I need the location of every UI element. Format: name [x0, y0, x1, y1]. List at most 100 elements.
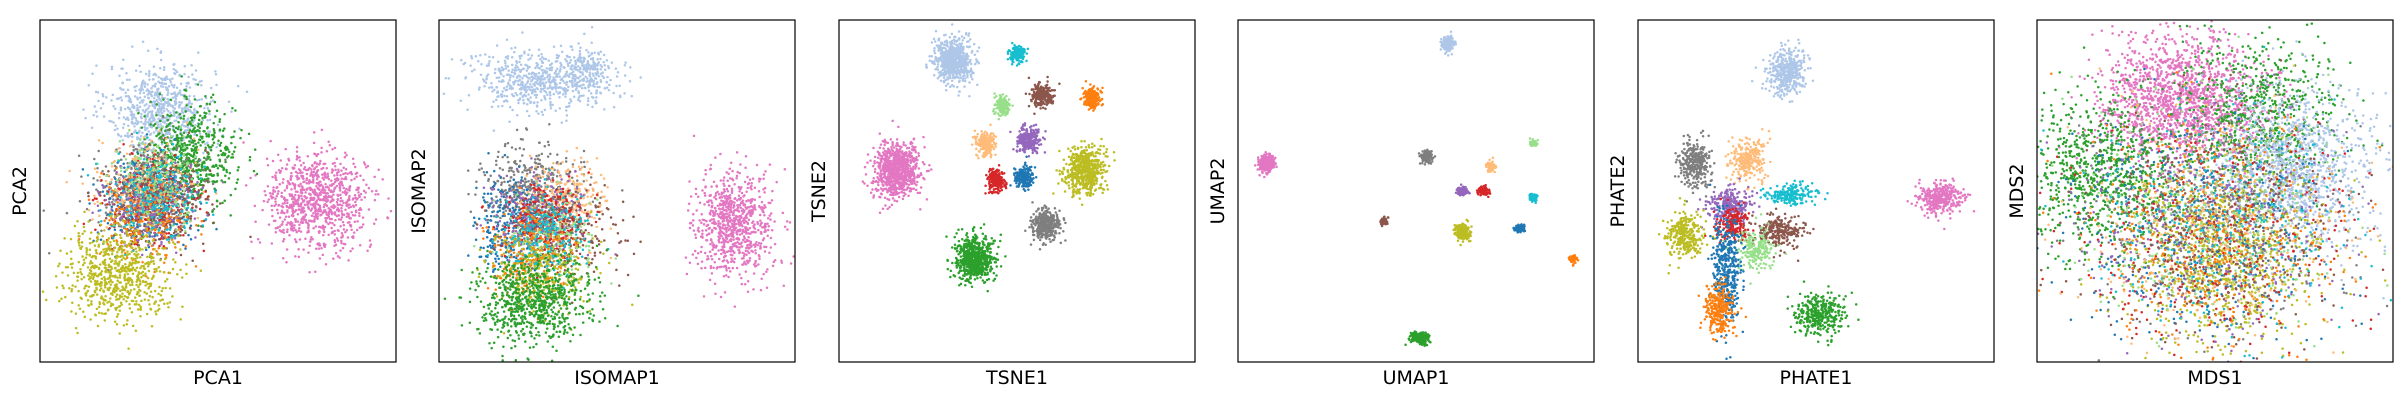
scatter-point [181, 162, 184, 165]
scatter-point [123, 166, 126, 169]
scatter-point [175, 119, 178, 122]
scatter-point [152, 149, 155, 153]
scatter-point [135, 280, 138, 284]
scatter-point [187, 117, 190, 120]
scatter-point [101, 95, 105, 98]
scatter-point [188, 159, 192, 162]
scatter-point [74, 285, 77, 288]
scatter-point [116, 250, 119, 254]
scatter-point [346, 200, 349, 203]
scatter-point [146, 244, 150, 247]
scatter-point [128, 307, 132, 310]
scatter-point [173, 242, 177, 246]
scatter-point [270, 208, 274, 212]
scatter-point [340, 241, 343, 245]
scatter-point [157, 304, 160, 307]
scatter-point [188, 220, 192, 223]
scatter-point [108, 276, 112, 279]
scatter-point [163, 146, 167, 149]
scatter-point [369, 243, 373, 246]
scatter-point [184, 184, 187, 187]
scatter-point [109, 278, 113, 282]
scatter-point [167, 306, 170, 309]
scatter-point [362, 189, 366, 193]
scatter-point [156, 252, 160, 255]
scatter-point [126, 165, 130, 169]
scatter-point [134, 247, 137, 250]
scatter-point [251, 256, 254, 260]
scatter-point [146, 178, 150, 182]
scatter-point [307, 224, 310, 227]
scatter-point [102, 302, 105, 305]
scatter-point [132, 187, 136, 191]
scatter-point [163, 179, 166, 182]
scatter-point [191, 116, 194, 119]
scatter-point [131, 272, 135, 275]
scatter-point [161, 151, 165, 154]
scatter-point [171, 187, 174, 190]
scatter-point [123, 278, 127, 282]
scatter-point [66, 265, 70, 269]
scatter-point [165, 199, 169, 203]
scatter-point [100, 172, 103, 175]
scatter-point [42, 209, 45, 212]
scatter-point [209, 148, 213, 152]
scatter-point [115, 239, 118, 242]
scatter-point [163, 164, 167, 168]
scatter-point [193, 113, 196, 117]
scatter-point [340, 169, 343, 172]
scatter-point [150, 141, 153, 145]
scatter-point [197, 122, 201, 126]
scatter-point [130, 310, 134, 314]
scatter-point [194, 265, 198, 268]
scatter-point [216, 167, 220, 170]
scatter-point [108, 226, 111, 230]
scatter-point [78, 307, 82, 310]
scatter-point [133, 238, 137, 241]
scatter-point [157, 125, 160, 128]
scatter-point [88, 237, 92, 241]
scatter-point [41, 290, 45, 293]
scatter-point [126, 178, 130, 182]
scatter-point [110, 190, 113, 193]
scatter-point [176, 161, 180, 164]
scatter-point [211, 182, 215, 186]
scatter-point [166, 77, 169, 81]
scatter-point [89, 276, 93, 280]
scatter-point [204, 148, 207, 152]
scatter-point [104, 216, 108, 220]
scatter-point [183, 94, 186, 98]
scatter-point [141, 211, 144, 214]
scatter-point [146, 255, 149, 259]
scatter-point [182, 153, 186, 157]
scatter-point [186, 146, 189, 150]
scatter-point [97, 139, 101, 142]
scatter-point [157, 96, 160, 99]
scatter-point [99, 238, 103, 242]
scatter-point [236, 84, 240, 88]
scatter-point [181, 305, 184, 308]
scatter-point [282, 177, 285, 181]
scatter-point [282, 211, 285, 214]
scatter-point [93, 202, 96, 206]
scatter-point [302, 206, 305, 210]
scatter-point [221, 129, 225, 133]
scatter-point [66, 274, 70, 277]
scatter-point [244, 184, 248, 187]
scatter-point [344, 151, 347, 154]
scatter-point [193, 109, 196, 112]
scatter-point [282, 237, 286, 241]
scatter-point [113, 128, 117, 132]
scatter-point [140, 164, 143, 167]
scatter-point [97, 149, 100, 153]
scatter-point [110, 165, 114, 168]
scatter-point [169, 122, 172, 125]
scatter-point [166, 124, 169, 128]
scatter-point [141, 88, 145, 91]
scatter-point [99, 202, 102, 205]
scatter-point [145, 233, 148, 237]
scatter-point [215, 205, 219, 208]
scatter-point [138, 176, 141, 179]
scatter-point [192, 127, 195, 131]
scatter-point [129, 233, 133, 236]
